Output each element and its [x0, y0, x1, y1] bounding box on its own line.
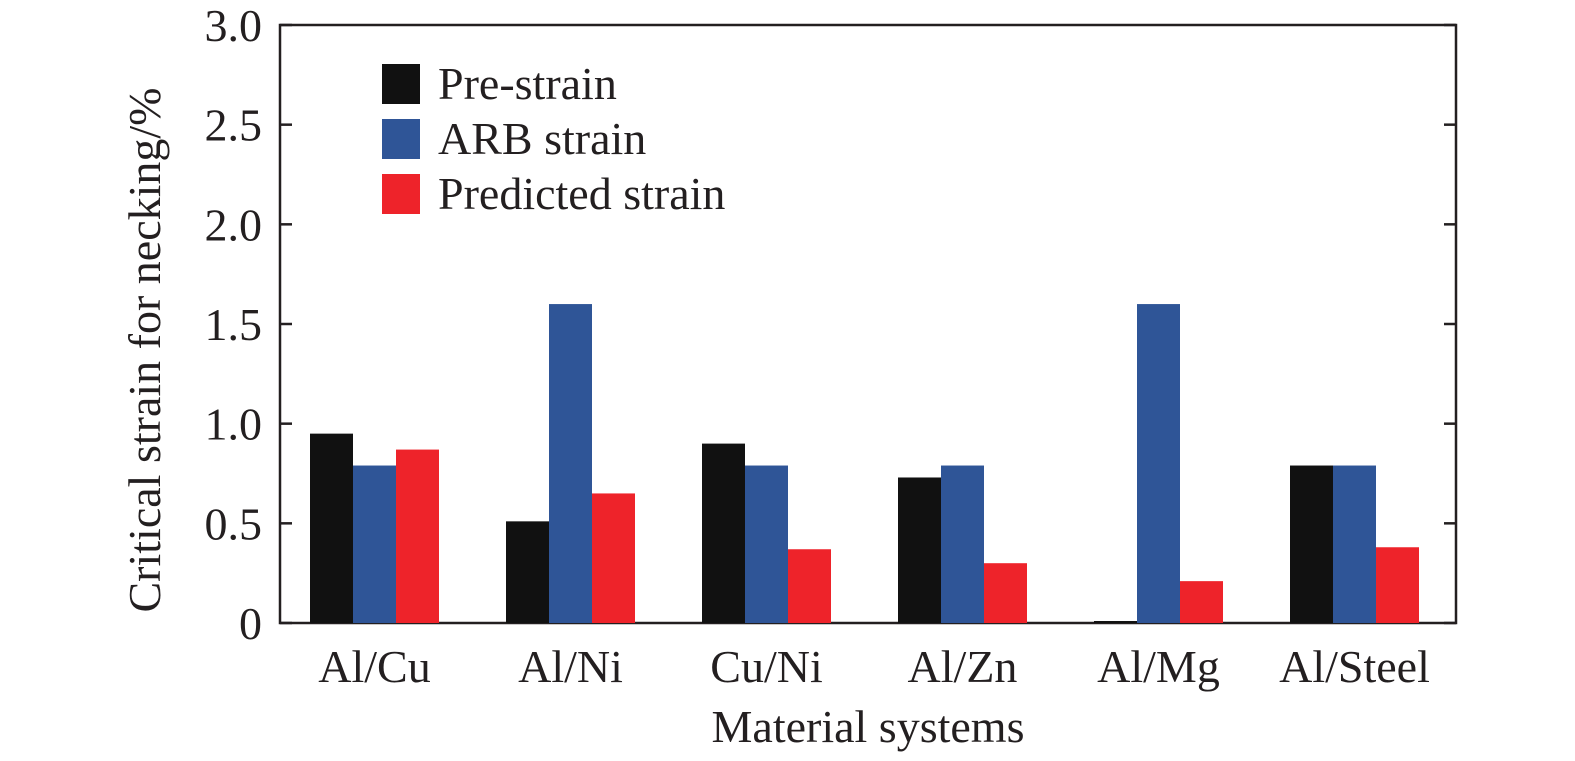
bar-arb-strain-al-ni — [549, 304, 592, 623]
y-tick-label: 2.5 — [205, 100, 263, 151]
bar-predicted-strain-cu-ni — [788, 549, 831, 623]
x-axis-title: Material systems — [712, 701, 1025, 752]
y-tick-label: 1.0 — [205, 399, 263, 450]
x-axis: Al/Cu Al/Ni Cu/Ni Al/Zn Al/Mg Al/Steel — [318, 641, 1430, 692]
bar-arb-strain-al-mg — [1137, 304, 1180, 623]
bar-predicted-strain-al-zn — [984, 563, 1027, 623]
x-tick-label: Al/Steel — [1279, 641, 1430, 692]
legend-swatch — [382, 174, 420, 214]
legend-swatch — [382, 119, 420, 159]
bar-arb-strain-al-cu — [353, 465, 396, 623]
y-axis: 0 0.5 1.0 1.5 2.0 2.5 3.0 — [205, 0, 1456, 649]
y-axis-title: Critical strain for necking/% — [119, 87, 170, 612]
x-tick-label: Al/Cu — [318, 641, 430, 692]
x-tick-label: Al/Ni — [518, 641, 623, 692]
y-tick-label: 1.5 — [205, 299, 263, 350]
x-tick-label: Al/Mg — [1097, 641, 1220, 692]
bar-pre-strain-al-ni — [506, 521, 549, 623]
y-tick-label: 0.5 — [205, 498, 263, 549]
y-tick-label: 2.0 — [205, 199, 263, 250]
bar-pre-strain-al-cu — [310, 433, 353, 623]
bar-pre-strain-al-mg — [1094, 621, 1137, 623]
bars — [310, 304, 1419, 623]
legend-swatch — [382, 64, 420, 104]
x-tick-label: Al/Zn — [908, 641, 1018, 692]
y-tick-label: 3.0 — [205, 0, 263, 51]
bar-arb-strain-cu-ni — [745, 465, 788, 623]
bar-predicted-strain-al-mg — [1180, 581, 1223, 623]
legend-label: Predicted strain — [438, 168, 725, 219]
y-tick-label: 0 — [239, 598, 262, 649]
bar-arb-strain-al-steel — [1333, 465, 1376, 623]
bar-pre-strain-cu-ni — [702, 443, 745, 623]
x-tick-label: Cu/Ni — [710, 641, 822, 692]
bar-arb-strain-al-zn — [941, 465, 984, 623]
bar-predicted-strain-al-steel — [1376, 547, 1419, 623]
bar-predicted-strain-al-cu — [396, 449, 439, 623]
bar-predicted-strain-al-ni — [592, 493, 635, 623]
bar-pre-strain-al-steel — [1290, 465, 1333, 623]
legend-label: Pre-strain — [438, 58, 617, 109]
legend-label: ARB strain — [438, 113, 646, 164]
bar-pre-strain-al-zn — [898, 477, 941, 623]
